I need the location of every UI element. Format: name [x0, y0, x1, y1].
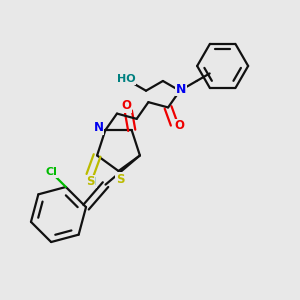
Text: N: N — [94, 122, 104, 134]
Text: O: O — [122, 99, 132, 112]
Text: O: O — [175, 119, 184, 132]
Text: N: N — [176, 83, 187, 96]
Text: H: H — [87, 177, 97, 187]
Text: S: S — [116, 173, 124, 186]
Text: Cl: Cl — [45, 167, 57, 177]
Text: HO: HO — [117, 74, 136, 85]
Text: S: S — [86, 175, 94, 188]
